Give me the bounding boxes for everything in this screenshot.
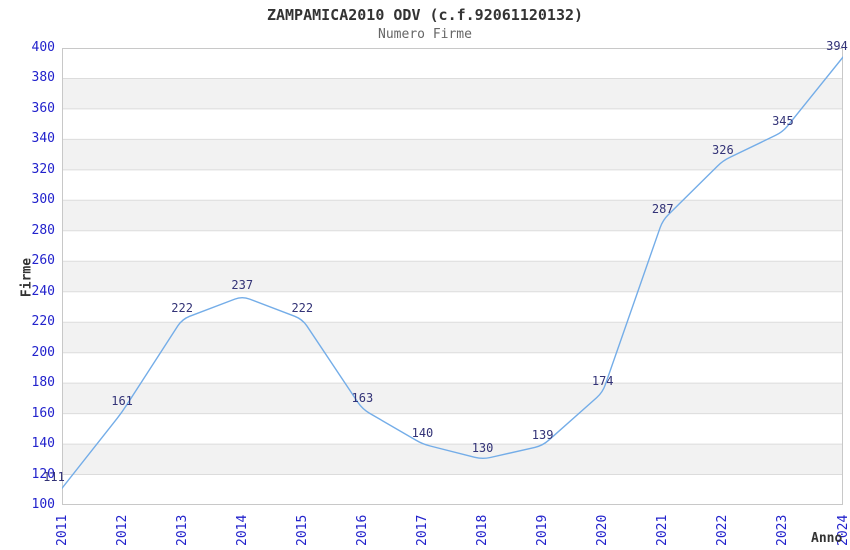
x-tick-label: 2021 — [655, 514, 671, 546]
plot-band — [62, 383, 843, 414]
plot-area — [62, 48, 843, 505]
x-tick-label: 2018 — [475, 514, 491, 546]
y-tick-label: 360 — [31, 100, 55, 116]
x-tick-label: 2016 — [354, 514, 370, 546]
x-tick-label: 2023 — [775, 514, 791, 546]
data-label: 111 — [43, 470, 65, 485]
plot-band — [62, 48, 843, 79]
plot-band — [62, 169, 843, 201]
data-label: 394 — [826, 39, 848, 54]
plot-band — [62, 474, 843, 505]
data-label: 222 — [171, 301, 193, 316]
plot-band — [62, 413, 843, 445]
y-tick-label: 380 — [31, 70, 55, 86]
data-label: 161 — [111, 394, 133, 409]
plot-band — [62, 108, 843, 140]
x-tick-label: 2017 — [414, 514, 430, 546]
y-tick-label: 240 — [31, 283, 55, 299]
y-tick-label: 300 — [31, 192, 55, 208]
plot-band — [62, 352, 843, 384]
y-tick-label: 180 — [31, 375, 55, 391]
y-tick-label: 200 — [31, 344, 55, 360]
x-tick-label: 2011 — [54, 514, 70, 546]
plot-band — [62, 230, 843, 262]
data-label: 130 — [471, 441, 494, 456]
y-tick-label: 340 — [31, 131, 55, 147]
data-label: 326 — [712, 142, 734, 157]
x-tick-label: 2012 — [114, 514, 130, 546]
series-line — [62, 56, 843, 489]
plot-band — [62, 200, 843, 231]
y-tick-label: 140 — [31, 436, 55, 452]
y-tick-label: 160 — [31, 405, 55, 421]
data-label: 222 — [291, 301, 314, 316]
x-tick-label: 2022 — [715, 514, 731, 546]
data-label: 287 — [651, 202, 674, 217]
x-tick-label: 2019 — [535, 514, 551, 546]
chart-title: ZAMPAMICA2010 ODV (c.f.92061120132) — [266, 6, 584, 24]
y-tick-label: 120 — [31, 466, 55, 482]
data-label: 345 — [772, 113, 794, 128]
y-tick-label: 100 — [31, 497, 55, 512]
plot-band — [62, 78, 843, 109]
x-axis-title: Anno — [811, 531, 843, 546]
x-tick-label: 2015 — [294, 514, 310, 546]
plot-band — [62, 322, 843, 353]
data-label: 139 — [531, 427, 554, 442]
line-chart-svg — [62, 48, 843, 505]
data-label: 237 — [231, 278, 254, 293]
y-tick-label: 220 — [31, 314, 55, 330]
plot-band — [62, 291, 843, 323]
plot-band — [62, 139, 843, 170]
y-tick-label: 260 — [31, 253, 55, 269]
y-tick-label: 400 — [31, 40, 55, 55]
x-tick-label: 2020 — [595, 514, 611, 546]
y-tick-label: 320 — [31, 161, 55, 177]
data-label: 174 — [591, 374, 614, 389]
data-label: 140 — [411, 426, 434, 441]
plot-border — [62, 48, 843, 505]
plot-band — [62, 261, 843, 292]
plot-band — [62, 444, 843, 475]
x-tick-label: 2014 — [234, 514, 250, 546]
data-label: 163 — [351, 391, 374, 406]
chart-subtitle: Numero Firme — [378, 27, 472, 42]
x-tick-label: 2013 — [174, 514, 190, 546]
y-tick-label: 280 — [31, 222, 55, 238]
